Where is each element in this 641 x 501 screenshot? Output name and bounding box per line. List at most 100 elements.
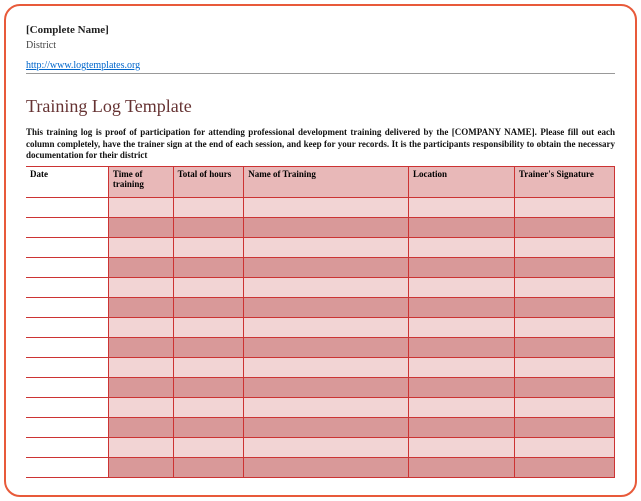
cell bbox=[514, 218, 614, 238]
cell bbox=[244, 298, 409, 318]
cell bbox=[409, 318, 515, 338]
cell bbox=[108, 198, 173, 218]
cell bbox=[173, 258, 244, 278]
cell bbox=[514, 358, 614, 378]
cell bbox=[409, 438, 515, 458]
cell bbox=[514, 278, 614, 298]
cell bbox=[173, 358, 244, 378]
cell bbox=[514, 258, 614, 278]
cell bbox=[409, 338, 515, 358]
cell bbox=[108, 438, 173, 458]
cell bbox=[173, 338, 244, 358]
cell bbox=[244, 198, 409, 218]
cell-date bbox=[26, 438, 108, 458]
cell bbox=[108, 238, 173, 258]
table-body bbox=[26, 198, 615, 478]
cell bbox=[514, 458, 614, 478]
cell-date bbox=[26, 218, 108, 238]
cell bbox=[173, 398, 244, 418]
cell bbox=[108, 318, 173, 338]
col-header-hours: Total of hours bbox=[173, 167, 244, 198]
cell bbox=[244, 318, 409, 338]
cell bbox=[244, 218, 409, 238]
table-row bbox=[26, 458, 615, 478]
table-row bbox=[26, 318, 615, 338]
cell-date bbox=[26, 418, 108, 438]
training-log-table: Date Time of training Total of hours Nam… bbox=[26, 166, 615, 478]
header-url-link[interactable]: http://www.logtemplates.org bbox=[26, 60, 140, 71]
cell bbox=[173, 418, 244, 438]
cell-date bbox=[26, 458, 108, 478]
table-row bbox=[26, 418, 615, 438]
cell bbox=[173, 378, 244, 398]
cell bbox=[514, 318, 614, 338]
cell bbox=[244, 378, 409, 398]
col-header-time: Time of training bbox=[108, 167, 173, 198]
cell bbox=[514, 438, 614, 458]
table-row bbox=[26, 358, 615, 378]
table-row bbox=[26, 378, 615, 398]
cell bbox=[108, 398, 173, 418]
cell bbox=[409, 418, 515, 438]
document-description: This training log is proof of participat… bbox=[26, 127, 615, 162]
table-row bbox=[26, 438, 615, 458]
document-title: Training Log Template bbox=[26, 96, 615, 117]
cell-date bbox=[26, 338, 108, 358]
cell bbox=[108, 378, 173, 398]
cell bbox=[244, 278, 409, 298]
cell bbox=[173, 298, 244, 318]
cell bbox=[244, 438, 409, 458]
table-row bbox=[26, 398, 615, 418]
cell bbox=[173, 438, 244, 458]
cell bbox=[173, 218, 244, 238]
cell bbox=[108, 258, 173, 278]
cell bbox=[108, 418, 173, 438]
cell-date bbox=[26, 278, 108, 298]
cell bbox=[173, 198, 244, 218]
cell bbox=[514, 398, 614, 418]
cell-date bbox=[26, 238, 108, 258]
cell bbox=[244, 418, 409, 438]
cell bbox=[514, 238, 614, 258]
cell-date bbox=[26, 358, 108, 378]
cell-date bbox=[26, 258, 108, 278]
col-header-location: Location bbox=[409, 167, 515, 198]
header-district: District bbox=[26, 40, 615, 51]
table-row bbox=[26, 198, 615, 218]
cell bbox=[409, 458, 515, 478]
cell bbox=[108, 218, 173, 238]
cell bbox=[409, 238, 515, 258]
col-header-signature: Trainer's Signature bbox=[514, 167, 614, 198]
cell bbox=[244, 338, 409, 358]
cell-date bbox=[26, 378, 108, 398]
cell bbox=[409, 258, 515, 278]
document-frame: [Complete Name] District http://www.logt… bbox=[4, 4, 637, 497]
cell bbox=[244, 398, 409, 418]
cell bbox=[409, 198, 515, 218]
table-row bbox=[26, 218, 615, 238]
cell bbox=[514, 338, 614, 358]
cell bbox=[409, 298, 515, 318]
col-header-training-name: Name of Training bbox=[244, 167, 409, 198]
cell bbox=[514, 298, 614, 318]
table-row bbox=[26, 278, 615, 298]
col-header-date: Date bbox=[26, 167, 108, 198]
cell-date bbox=[26, 198, 108, 218]
cell-date bbox=[26, 318, 108, 338]
cell bbox=[514, 378, 614, 398]
cell bbox=[514, 418, 614, 438]
cell bbox=[409, 278, 515, 298]
cell bbox=[173, 458, 244, 478]
cell bbox=[108, 298, 173, 318]
table-row bbox=[26, 238, 615, 258]
cell bbox=[409, 378, 515, 398]
cell bbox=[108, 338, 173, 358]
cell bbox=[108, 278, 173, 298]
table-row bbox=[26, 298, 615, 318]
table-header-row: Date Time of training Total of hours Nam… bbox=[26, 167, 615, 198]
table-row bbox=[26, 258, 615, 278]
cell bbox=[173, 318, 244, 338]
table-row bbox=[26, 338, 615, 358]
cell bbox=[173, 238, 244, 258]
cell bbox=[108, 358, 173, 378]
